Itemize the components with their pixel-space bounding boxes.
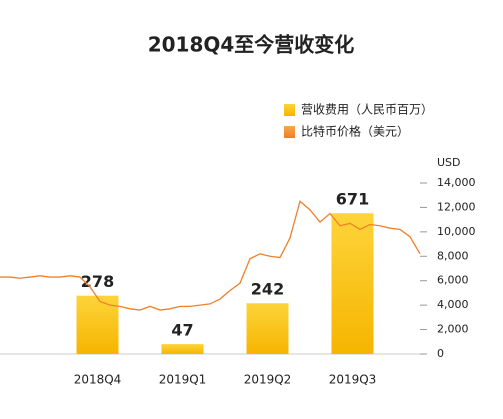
value-label: 242 [251,280,284,299]
y2-tick-label: 12,000 [437,200,476,213]
x-tick-label: 2019Q2 [244,373,292,387]
x-tick-label: 2019Q3 [329,373,377,387]
bar [161,344,204,354]
legend-swatch [284,104,295,116]
x-tick-label: 2019Q1 [159,373,207,387]
bar [331,213,374,354]
y2-tick-label: 14,000 [437,176,476,189]
legend-label: 比特币价格（美元） [301,124,409,139]
price-line [0,200,421,311]
bar [246,303,289,354]
y2-tick-label: 6,000 [437,274,469,287]
y2-tick-label: 2,000 [437,323,469,336]
y2-tick-label: 4,000 [437,298,469,311]
value-label: 47 [171,321,193,340]
value-label: 671 [336,190,369,209]
y2-tick-label: 10,000 [437,225,476,238]
chart-title: 2018Q4至今营收变化 [148,33,355,57]
y2-tick-label: 8,000 [437,249,469,262]
legend-label: 营收费用（人民币百万） [301,103,433,117]
x-tick-label: 2018Q4 [74,373,122,387]
bar [76,295,119,354]
axis-unit: USD [437,156,461,169]
y2-tick-label: 0 [437,347,444,360]
legend-swatch [284,126,295,138]
value-label: 278 [81,272,114,291]
